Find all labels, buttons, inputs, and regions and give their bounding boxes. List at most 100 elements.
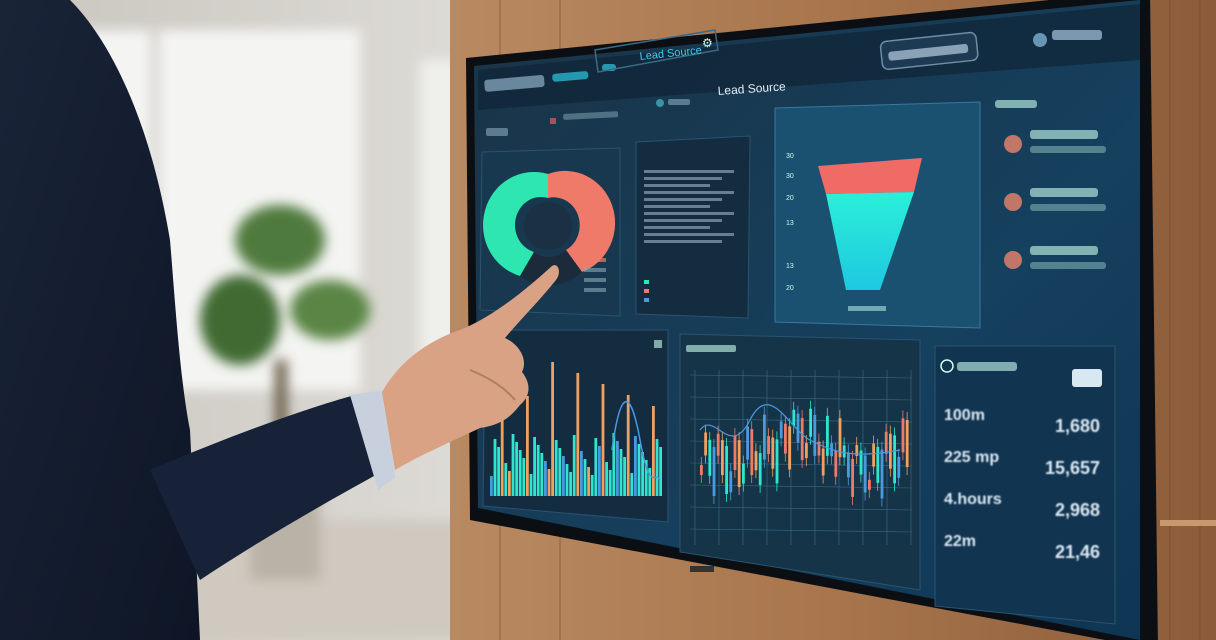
candle — [784, 423, 787, 454]
list-avatar-icon — [1004, 193, 1022, 211]
shirt-cuff — [350, 390, 395, 490]
app-title-blur — [484, 75, 545, 92]
candle — [868, 479, 871, 490]
list-item-sub — [1030, 262, 1106, 269]
candle — [800, 418, 804, 461]
stat-label: 4.hours — [944, 491, 1002, 508]
candle — [792, 409, 796, 426]
bar — [612, 433, 616, 496]
bar — [590, 475, 594, 496]
bar — [601, 384, 605, 496]
candle — [813, 414, 817, 456]
stats-panel-button[interactable] — [1072, 369, 1102, 387]
candle — [737, 440, 741, 488]
bar — [554, 440, 558, 496]
candle — [704, 432, 707, 456]
bar — [605, 462, 608, 496]
donut-segment-coral[interactable] — [548, 170, 616, 272]
candle — [863, 455, 867, 493]
list-avatar-icon — [1004, 135, 1022, 153]
svg-text:20: 20 — [786, 195, 794, 202]
candle — [750, 429, 754, 476]
stat-value: 1,680 — [1055, 416, 1100, 436]
bar — [565, 464, 569, 496]
candle — [733, 435, 737, 470]
svg-text:20: 20 — [786, 285, 794, 292]
bar — [547, 469, 551, 496]
list-item-title — [1030, 188, 1098, 197]
stat-label: 22m — [944, 533, 976, 550]
candle — [855, 444, 859, 456]
bar — [659, 447, 662, 496]
bar — [576, 373, 580, 496]
candle — [721, 440, 724, 476]
candle — [746, 426, 749, 460]
list-avatar-icon — [1004, 251, 1022, 269]
candle — [729, 471, 733, 493]
candle — [805, 443, 808, 459]
text-line — [644, 184, 710, 187]
gridline — [689, 396, 913, 401]
stat-label: 225 mp — [944, 449, 999, 466]
stat-value: 21,46 — [1055, 542, 1100, 562]
bar — [641, 452, 644, 496]
gridline — [689, 374, 913, 379]
candle — [775, 439, 779, 484]
bar — [583, 459, 587, 496]
candle — [758, 453, 762, 486]
header-tab-group[interactable] — [594, 29, 719, 73]
candle — [767, 436, 770, 455]
text-line — [644, 233, 734, 236]
text-line — [644, 191, 734, 194]
bar — [529, 474, 533, 496]
candle — [821, 448, 825, 476]
tv-logo — [690, 566, 714, 572]
bar — [572, 435, 576, 496]
user-avatar-icon[interactable] — [1033, 33, 1047, 47]
text-line — [644, 226, 710, 229]
hand — [382, 265, 559, 470]
bar — [616, 441, 619, 496]
list-item-title — [1030, 130, 1098, 139]
bar — [511, 434, 515, 496]
candle — [796, 413, 800, 443]
candle — [700, 465, 703, 475]
stat-value: 15,657 — [1045, 458, 1100, 478]
donut-segment-teal[interactable] — [483, 171, 548, 276]
candle — [817, 441, 821, 456]
candle — [847, 452, 850, 478]
bar — [594, 438, 598, 496]
list-item-sub — [1030, 204, 1106, 211]
candle — [788, 426, 791, 470]
candle — [809, 408, 812, 437]
user-name-blur — [1052, 30, 1102, 40]
bar — [536, 445, 540, 496]
bar — [648, 468, 652, 496]
bar — [540, 453, 544, 496]
candle — [716, 433, 720, 456]
candle — [771, 437, 775, 469]
candle — [742, 463, 745, 484]
text-line — [644, 212, 734, 215]
bar — [630, 473, 634, 496]
bar — [644, 460, 648, 496]
funnel-stage-bottom[interactable] — [826, 192, 914, 290]
bar — [493, 439, 497, 496]
bar — [518, 450, 522, 496]
candle-chart-panel — [679, 333, 921, 591]
candle — [838, 418, 842, 458]
candle — [872, 443, 875, 467]
person-pointing — [0, 0, 559, 640]
nav-tab[interactable] — [552, 71, 589, 82]
text-panel — [635, 135, 751, 319]
settings-icon[interactable]: ⚙ — [702, 36, 713, 50]
bar — [634, 436, 637, 496]
candle — [859, 450, 863, 475]
candle — [901, 418, 905, 453]
bar-chart-panel — [482, 329, 669, 523]
funnel-stage-top[interactable] — [818, 158, 922, 194]
bar — [587, 467, 590, 496]
candle — [905, 420, 909, 468]
donut-panel — [479, 147, 621, 317]
candle — [763, 414, 766, 460]
